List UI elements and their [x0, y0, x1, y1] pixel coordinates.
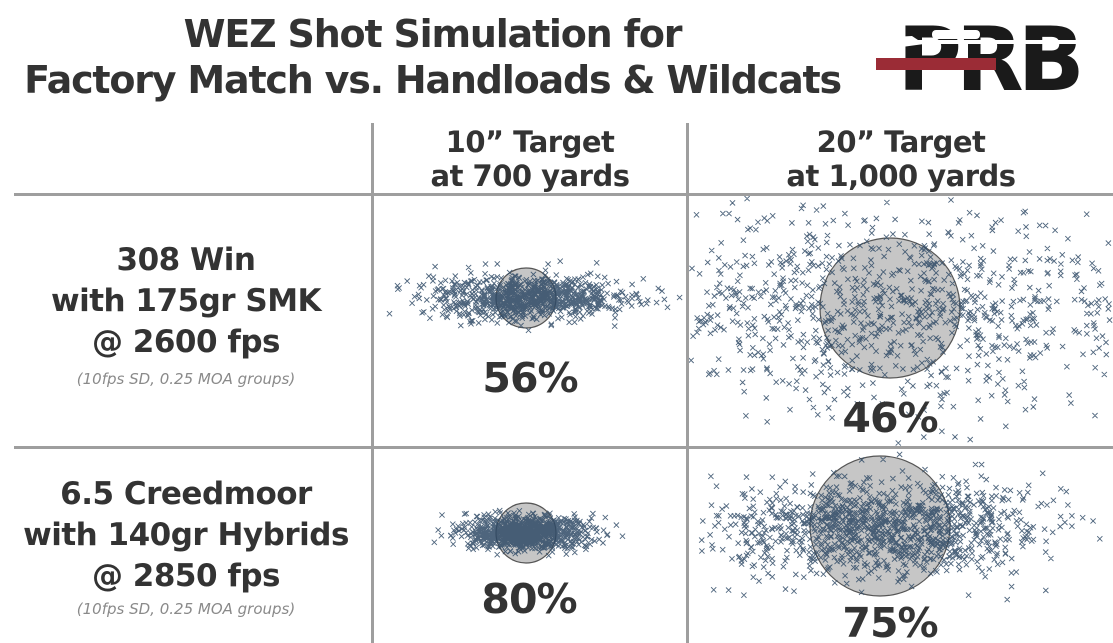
row-label-308win-line-3: @ 2600 fps	[92, 324, 281, 360]
column-header-700-line-1: 10” Target	[445, 125, 615, 159]
column-header-1000-line-2: at 1,000 yards	[786, 159, 1016, 193]
hit-percent-308-1000yd: 46%	[842, 394, 938, 442]
logo-stripe	[876, 58, 996, 70]
row-label-65cm-line-1: 6.5 Creedmoor	[60, 476, 312, 512]
shot-markers	[386, 258, 683, 334]
shot-markers	[431, 507, 626, 559]
scatter-308-700yd	[386, 258, 683, 334]
cell-308-700yd: 56%	[374, 196, 686, 446]
logo-text: PRB	[897, 14, 1078, 98]
hit-percent-65cm-700yd: 80%	[481, 575, 577, 623]
scatter-308-1000yd	[689, 196, 1113, 446]
grid-line-horizontal-2	[14, 446, 1113, 449]
grid-line-vertical-2	[686, 123, 689, 643]
column-header-1000-line-1: 20” Target	[816, 125, 986, 159]
hit-percent-65cm-1000yd: 75%	[842, 599, 938, 643]
scatter-65cm-700yd	[431, 502, 626, 564]
scatter-65cm-1000yd	[698, 451, 1103, 603]
row-label-308win: 308 Win with 175gr SMK @ 2600 fps	[0, 240, 372, 363]
cell-65cm-700yd: 80%	[374, 449, 686, 643]
row-label-308win-line-2: with 175gr SMK	[50, 283, 322, 319]
column-header-700-line-2: at 700 yards	[430, 159, 630, 193]
hit-percent-308-700yd: 56%	[482, 354, 578, 402]
row-subtitle-308win: (10fps SD, 0.25 MOA groups)	[76, 370, 296, 388]
title-line-1: WEZ Shot Simulation for	[183, 12, 683, 56]
grid-line-horizontal-1	[14, 193, 1113, 196]
rifle-icon	[872, 30, 1090, 58]
prb-logo: PRB	[872, 14, 1104, 98]
row-label-65cm-line-3: @ 2850 fps	[92, 558, 281, 594]
row-subtitle-65cm: (10fps SD, 0.25 MOA groups)	[76, 600, 296, 618]
cell-308-1000yd: 46%	[689, 196, 1113, 446]
shot-markers	[698, 451, 1103, 603]
row-label-65cm: 6.5 Creedmoor with 140gr Hybrids @ 2850 …	[0, 474, 372, 597]
shot-markers	[689, 196, 1113, 446]
grid-line-vertical-1	[371, 123, 374, 643]
column-header-700: 10” Target at 700 yards	[374, 125, 686, 193]
row-label-65cm-line-2: with 140gr Hybrids	[23, 517, 349, 553]
column-header-1000: 20” Target at 1,000 yards	[689, 125, 1113, 193]
title-line-2: Factory Match vs. Handloads & Wildcats	[24, 58, 842, 102]
row-label-308win-line-1: 308 Win	[116, 242, 256, 278]
logo-graphic: PRB	[872, 14, 1090, 98]
cell-65cm-1000yd: 75%	[689, 449, 1113, 643]
